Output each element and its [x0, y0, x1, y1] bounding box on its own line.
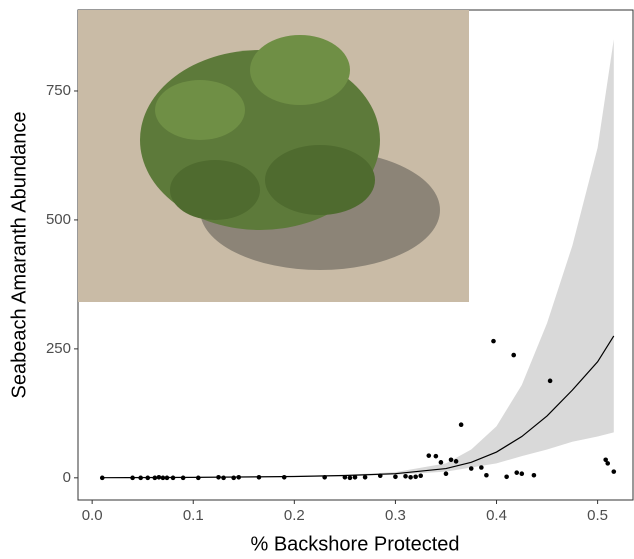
- plot-area: [99, 39, 617, 481]
- data-point: [547, 378, 553, 384]
- data-point: [468, 466, 474, 471]
- data-point: [514, 470, 520, 475]
- y-axis-title: Seabeach Amaranth Abundance: [8, 112, 30, 399]
- data-point: [170, 475, 176, 481]
- data-point: [352, 475, 358, 480]
- data-point: [418, 473, 423, 479]
- data-point: [479, 465, 484, 470]
- data-point: [99, 475, 105, 481]
- photo-leaf: [155, 80, 245, 140]
- y-tick-label: 0: [63, 469, 71, 486]
- data-point: [531, 472, 537, 478]
- data-point: [605, 461, 611, 466]
- confidence-band: [102, 39, 614, 478]
- x-tick-label: 0.0: [82, 507, 103, 524]
- data-point: [130, 475, 135, 481]
- y-tick-label: 750: [46, 82, 71, 99]
- x-tick-label: 0.2: [284, 507, 305, 524]
- data-point: [152, 475, 158, 481]
- photo: [78, 10, 469, 302]
- data-point: [408, 475, 413, 480]
- data-point: [347, 475, 353, 481]
- data-point: [216, 475, 221, 480]
- data-point: [281, 475, 287, 480]
- data-point: [221, 475, 226, 481]
- photo-leaf: [250, 35, 350, 105]
- data-point: [236, 475, 242, 480]
- data-point: [160, 475, 166, 481]
- data-point: [195, 475, 201, 481]
- data-point: [377, 473, 383, 479]
- fit-line: [102, 335, 615, 479]
- data-point: [511, 352, 517, 358]
- photo-leaf: [170, 160, 260, 220]
- data-point: [393, 474, 398, 480]
- y-tick-label: 500: [46, 211, 71, 228]
- data-point: [231, 475, 236, 481]
- data-point: [426, 453, 432, 458]
- data-point: [458, 422, 464, 427]
- data-point: [403, 473, 408, 479]
- x-axis-title: % Backshore Protected: [251, 533, 460, 555]
- data-point: [156, 475, 162, 480]
- data-point: [448, 457, 454, 463]
- data-point: [611, 469, 617, 474]
- data-point: [322, 475, 327, 480]
- data-point: [342, 475, 348, 480]
- x-tick-label: 0.1: [183, 507, 204, 524]
- data-point: [256, 475, 262, 480]
- data-point: [453, 459, 459, 464]
- x-tick-label: 0.5: [587, 507, 608, 524]
- x-tick-label: 0.4: [486, 507, 507, 524]
- data-point: [603, 457, 608, 463]
- x-tick-label: 0.3: [385, 507, 406, 524]
- photo-leaf: [265, 145, 375, 215]
- data-point: [138, 475, 143, 481]
- data-point: [491, 338, 496, 344]
- data-point: [180, 475, 186, 481]
- data-point: [484, 472, 489, 478]
- data-point: [438, 460, 444, 465]
- data-point: [433, 453, 439, 459]
- data-point: [164, 475, 170, 481]
- data-point: [413, 474, 418, 480]
- data-point: [362, 475, 368, 480]
- y-tick-label: 250: [46, 340, 71, 357]
- data-point: [519, 471, 525, 476]
- data-point: [504, 474, 509, 480]
- data-point: [443, 471, 449, 476]
- data-point: [145, 475, 151, 481]
